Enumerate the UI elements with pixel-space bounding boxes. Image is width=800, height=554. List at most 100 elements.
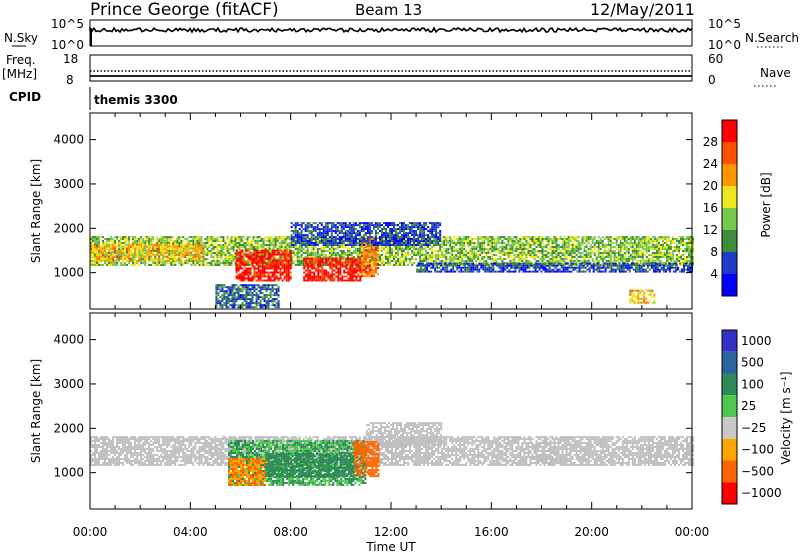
power-cell (186, 257, 189, 260)
power-cell (587, 236, 590, 239)
power-cell (609, 242, 612, 244)
power-cell (353, 261, 356, 264)
power-cell (583, 246, 586, 248)
power-cell (237, 257, 240, 260)
power-cell (678, 258, 680, 260)
power-cell (553, 258, 556, 260)
power-cell (267, 300, 270, 303)
power-cell (497, 240, 500, 242)
station-title: Prince George (fitACF) (90, 0, 279, 20)
freq-label: Freq. (6, 53, 36, 67)
power-cell (551, 256, 554, 258)
power-cell (427, 258, 430, 260)
power-cell (194, 242, 197, 244)
power-cell (102, 256, 104, 258)
power-cell (162, 243, 165, 246)
power-cell (401, 260, 403, 262)
power-cell (569, 248, 572, 250)
power-cell (461, 248, 464, 250)
power-cell (120, 245, 123, 248)
power-cell (358, 248, 361, 250)
power-cell (312, 252, 315, 254)
power-cell (150, 236, 153, 239)
power-cell (609, 250, 612, 252)
power-cell (551, 244, 554, 246)
power-cell (265, 304, 268, 307)
power-cell (231, 286, 234, 289)
power-cell (615, 252, 618, 254)
power-cell (264, 244, 267, 246)
power-cell (581, 238, 584, 240)
power-cell (627, 252, 630, 254)
power-cell (118, 259, 121, 262)
power-cell (625, 240, 628, 242)
power-cell (118, 236, 121, 239)
power-cell (168, 240, 171, 242)
power-cell (551, 252, 554, 254)
power-cell (493, 248, 496, 250)
power-cell (465, 254, 468, 256)
power-cell (241, 255, 244, 258)
power-cell (441, 246, 444, 248)
power-cell (261, 288, 264, 291)
power-cell (379, 250, 381, 252)
power-cell (441, 260, 444, 262)
power-cell (635, 256, 638, 258)
power-cell (358, 256, 361, 258)
power-cell (164, 247, 167, 250)
power-cell (509, 252, 512, 254)
power-cell (515, 246, 518, 248)
power-cell (257, 265, 260, 268)
power-cell (623, 238, 626, 240)
power-cell (257, 271, 260, 274)
power-cell (322, 260, 325, 262)
power-cell (368, 254, 371, 256)
power-cell (457, 258, 460, 260)
power-cell (302, 238, 305, 240)
power-cell (204, 264, 207, 266)
power-cell (370, 267, 373, 270)
power-cell (156, 251, 159, 254)
power-cell (573, 256, 576, 258)
power-cell (501, 246, 504, 248)
power-cell (597, 244, 600, 246)
power-cell (366, 253, 369, 256)
power-cell (457, 242, 460, 244)
power-cell (110, 252, 113, 254)
power-cell (128, 245, 131, 248)
power-cell (411, 250, 414, 252)
power-cell (692, 244, 694, 246)
power-cell (273, 253, 276, 256)
power-cell (563, 240, 566, 242)
power-cell (397, 260, 399, 262)
power-cell (320, 264, 323, 266)
power-cell (485, 260, 488, 262)
power-cell (174, 256, 177, 258)
power-cell (451, 252, 454, 254)
power-cell (341, 277, 344, 280)
power-cell (230, 240, 233, 242)
power-cell (364, 269, 367, 272)
power-cell (96, 240, 98, 242)
power-cell (160, 258, 163, 260)
power-cell (525, 236, 528, 239)
power-cell (663, 252, 666, 254)
power-cell (669, 252, 672, 254)
power-cell (124, 242, 127, 244)
power-cell (353, 271, 356, 274)
power-cell (483, 258, 486, 260)
power-cell (238, 246, 241, 248)
power-cell (168, 250, 171, 252)
power-cell (204, 238, 207, 240)
power-cell (675, 240, 678, 242)
power-cell (329, 279, 332, 282)
power-cell (271, 255, 274, 258)
power-cell (321, 275, 324, 278)
power-cell (678, 260, 680, 262)
power-cell (449, 236, 452, 239)
power-cell (489, 246, 492, 248)
power-cell (457, 252, 460, 254)
power-cell (269, 292, 272, 295)
power-cell (216, 236, 219, 239)
power-cell (132, 251, 135, 254)
